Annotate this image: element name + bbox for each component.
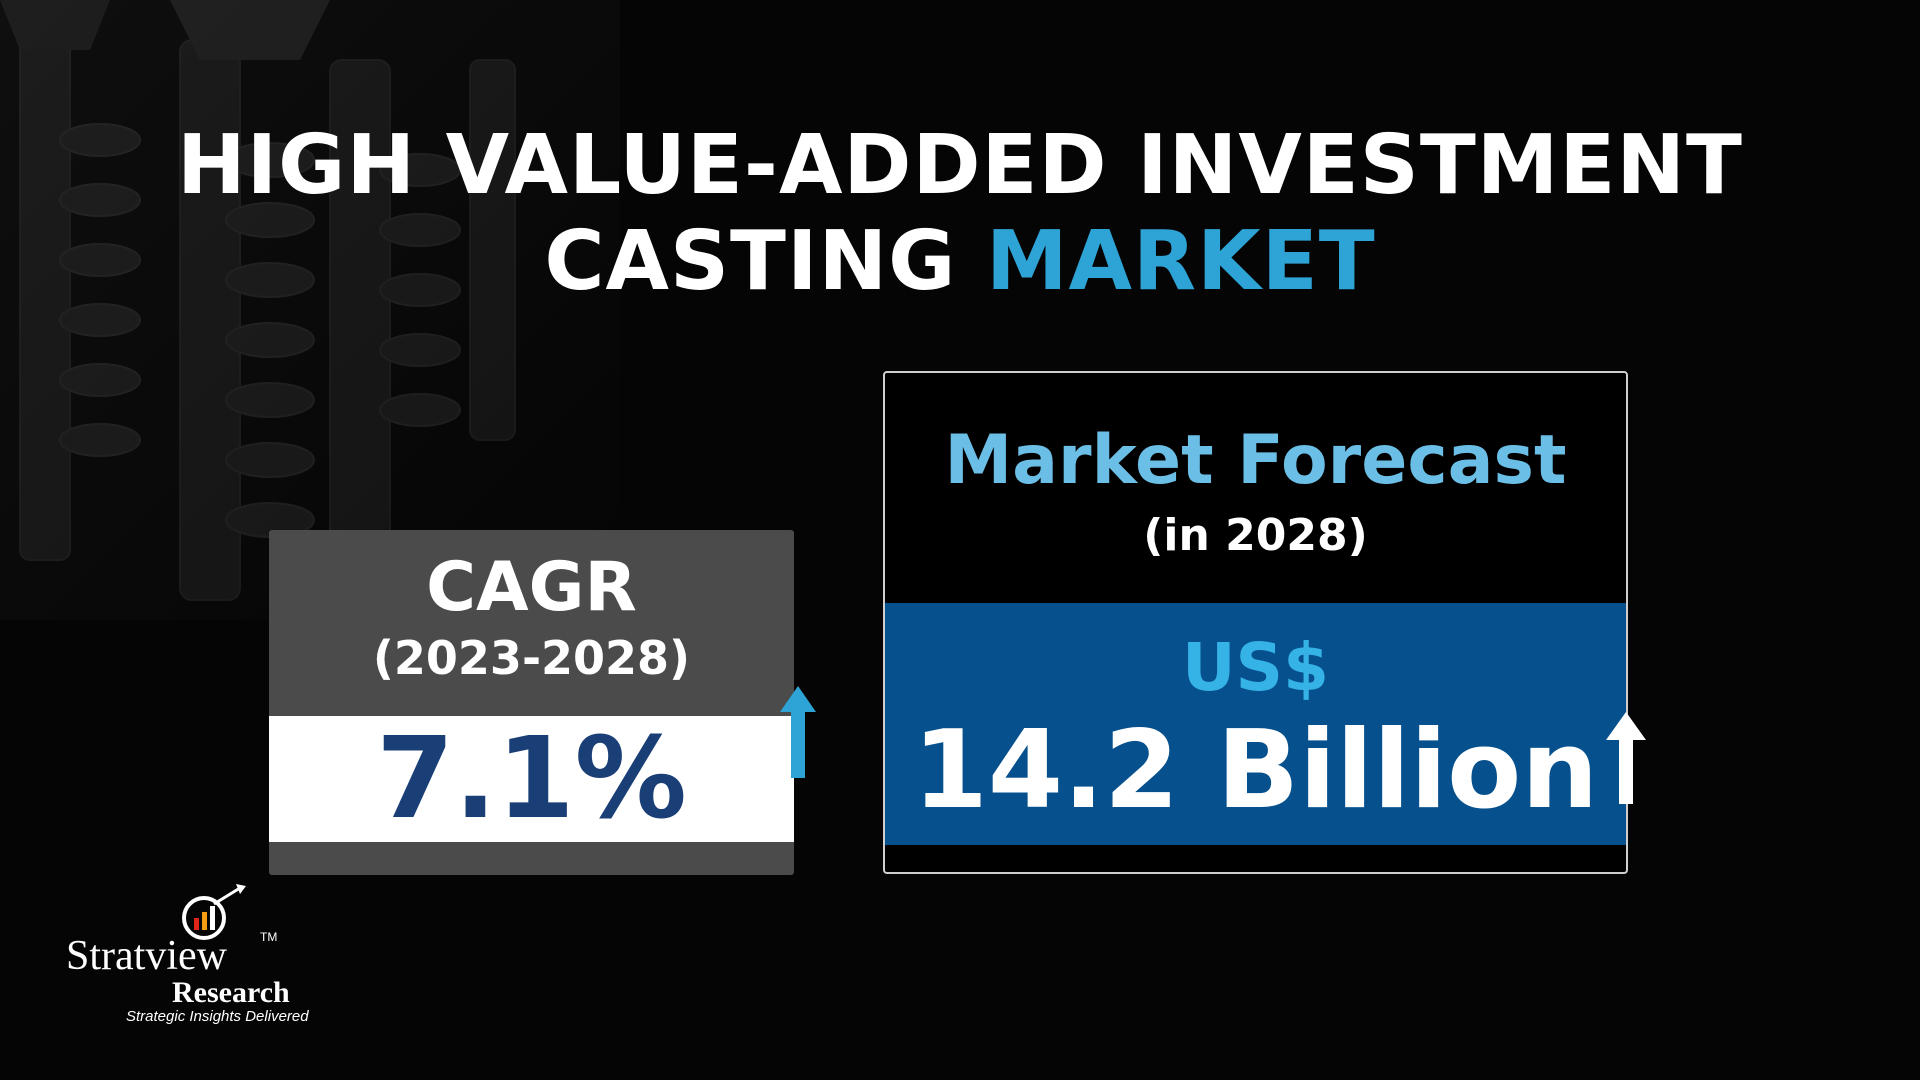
forecast-currency: US$ — [1181, 629, 1330, 706]
cagr-value-band: 7.1% — [269, 716, 794, 842]
magnifier-chart-icon — [182, 884, 246, 940]
brand-trademark: TM — [260, 930, 278, 944]
brand-tagline: Strategic Insights Delivered — [126, 1008, 309, 1025]
forecast-label: Market Forecast — [944, 421, 1567, 500]
brand-subname: Research — [172, 976, 290, 1009]
forecast-card: Market Forecast (in 2028) US$ 14.2 Billi… — [883, 371, 1628, 874]
forecast-year: (in 2028) — [1143, 510, 1368, 561]
page-title: HIGH VALUE-ADDED INVESTMENT CASTING MARK… — [0, 118, 1920, 310]
cagr-value: 7.1% — [376, 714, 687, 844]
title-line-2: CASTING MARKET — [0, 214, 1920, 310]
title-line-1: HIGH VALUE-ADDED INVESTMENT — [177, 118, 1743, 213]
background-casting-image — [0, 0, 620, 620]
arrow-up-icon — [1606, 712, 1646, 804]
cagr-label: CAGR — [426, 548, 637, 627]
title-accent: MARKET — [985, 214, 1376, 309]
title-line-2-text: CASTING — [544, 214, 986, 309]
cagr-period: (2023-2028) — [372, 631, 691, 685]
forecast-value: 14.2 Billion — [912, 708, 1599, 833]
arrow-up-icon — [780, 686, 816, 778]
forecast-value-band: US$ 14.2 Billion — [885, 603, 1626, 845]
brand-name: Stratview — [66, 933, 227, 979]
brand-logo: Stratview TM Research Strategic Insights… — [62, 884, 322, 1025]
cagr-card: CAGR (2023-2028) 7.1% — [269, 530, 794, 875]
